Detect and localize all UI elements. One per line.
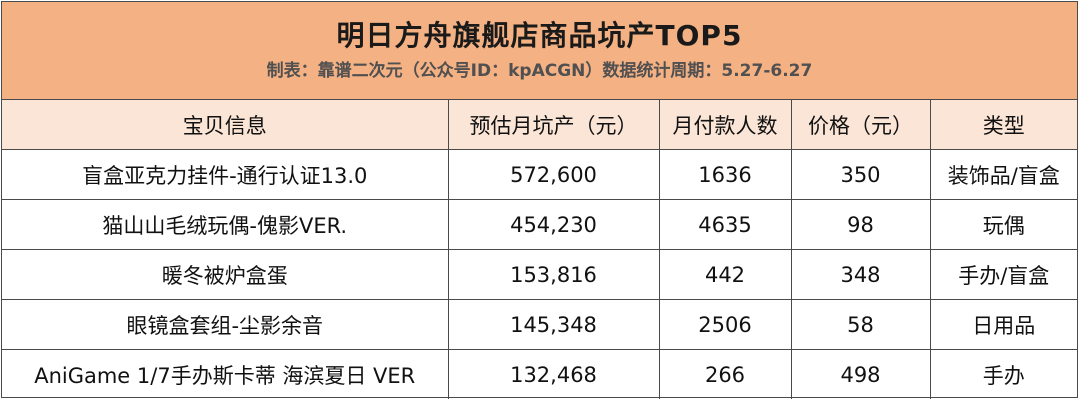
table-row: 猫山山毛绒玩偶-傀影VER. 454,230 4635 98 玩偶: [2, 199, 1077, 250]
data-table: 宝贝信息 预估月坑产（元） 月付款人数 价格（元） 类型 盲盒亚克力挂件-通行认…: [2, 100, 1077, 399]
cell-product-info: 猫山山毛绒玩偶-傀影VER.: [2, 199, 449, 250]
cell-type: 手办/盲盒: [930, 249, 1077, 300]
cell-product-info: 眼镜盒套组-尘影余音: [2, 299, 449, 350]
table-row: AniGame 1/7手办斯卡蒂 海滨夏日 VER 132,468 266 49…: [2, 349, 1077, 399]
cell-monthly-revenue: 145,348: [448, 299, 660, 350]
table-subtitle: 制表：靠谱二次元（公众号ID：kpACGN）数据统计周期：5.27-6.27: [266, 61, 813, 81]
table-row: 暖冬被炉盒蛋 153,816 442 348 手办/盲盒: [2, 249, 1077, 300]
table-row: 眼镜盒套组-尘影余音 145,348 2506 58 日用品: [2, 299, 1077, 350]
cell-monthly-revenue: 132,468: [448, 349, 660, 399]
cell-type: 装饰品/盲盒: [930, 149, 1077, 200]
cell-monthly-revenue: 454,230: [448, 199, 660, 250]
cell-product-info: 暖冬被炉盒蛋: [2, 249, 449, 300]
header-type: 类型: [930, 100, 1077, 150]
title-block: 明日方舟旗舰店商品坑产TOP5 制表：靠谱二次元（公众号ID：kpACGN）数据…: [2, 2, 1077, 100]
cell-monthly-buyers: 442: [659, 249, 792, 300]
cell-price: 498: [791, 349, 931, 399]
table-title: 明日方舟旗舰店商品坑产TOP5: [336, 19, 743, 52]
cell-price: 348: [791, 249, 931, 300]
cell-type: 日用品: [930, 299, 1077, 350]
cell-monthly-buyers: 266: [659, 349, 792, 399]
header-monthly-buyers: 月付款人数: [659, 100, 792, 150]
table-row: 盲盒亚克力挂件-通行认证13.0 572,600 1636 350 装饰品/盲盒: [2, 149, 1077, 200]
cell-price: 58: [791, 299, 931, 350]
cell-product-info: AniGame 1/7手办斯卡蒂 海滨夏日 VER: [2, 349, 449, 399]
cell-monthly-buyers: 4635: [659, 199, 792, 250]
cell-monthly-revenue: 572,600: [448, 149, 660, 200]
header-monthly-revenue: 预估月坑产（元）: [448, 100, 660, 150]
cell-monthly-buyers: 2506: [659, 299, 792, 350]
cell-monthly-revenue: 153,816: [448, 249, 660, 300]
cell-price: 350: [791, 149, 931, 200]
header-product-info: 宝贝信息: [2, 100, 449, 150]
cell-type: 手办: [982, 363, 1025, 388]
header-row: 宝贝信息 预估月坑产（元） 月付款人数 价格（元） 类型: [2, 100, 1077, 150]
header-price: 价格（元）: [791, 100, 931, 150]
cell-type: 玩偶: [930, 199, 1077, 250]
cell-price: 98: [791, 199, 931, 250]
cell-monthly-buyers: 1636: [659, 149, 792, 200]
cell-product-info: 盲盒亚克力挂件-通行认证13.0: [2, 149, 449, 200]
